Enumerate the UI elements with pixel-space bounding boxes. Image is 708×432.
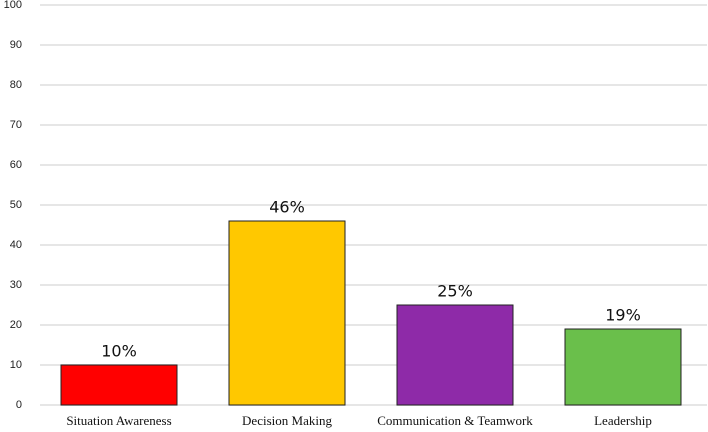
y-tick-label: 60 [10, 159, 22, 171]
value-label: 25% [437, 282, 473, 301]
y-tick-label: 10 [10, 359, 22, 371]
value-label: 10% [101, 342, 137, 361]
x-tick-label: Decision Making [242, 413, 332, 428]
y-tick-label: 40 [10, 239, 22, 251]
bar [396, 304, 514, 406]
x-tick-label: Communication & Teamwork [377, 413, 533, 428]
value-label: 19% [605, 306, 641, 325]
y-tick-label: 20 [10, 319, 22, 331]
y-tick-label: 0 [16, 399, 22, 411]
y-tick-label: 80 [10, 79, 22, 91]
x-tick-label: Leadership [594, 413, 652, 428]
bar [60, 364, 178, 406]
y-tick-label: 30 [10, 279, 22, 291]
y-tick-label: 50 [10, 199, 22, 211]
value-label: 46% [269, 198, 305, 217]
y-tick-label: 90 [10, 39, 22, 51]
bar [564, 328, 682, 406]
x-tick-label: Situation Awareness [66, 413, 171, 428]
bar [228, 220, 346, 406]
y-tick-label: 70 [10, 119, 22, 131]
y-tick-label: 100 [4, 0, 22, 11]
